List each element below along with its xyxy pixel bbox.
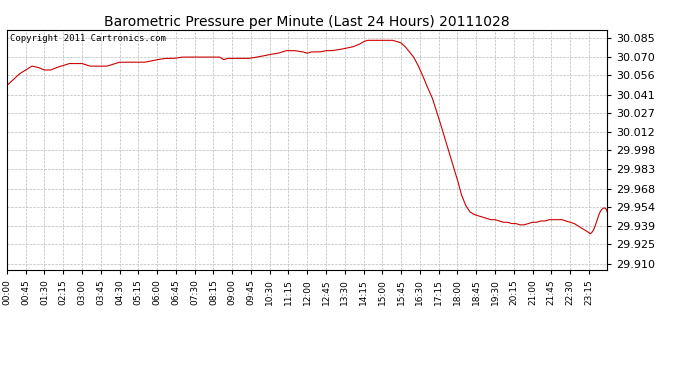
Title: Barometric Pressure per Minute (Last 24 Hours) 20111028: Barometric Pressure per Minute (Last 24 … — [104, 15, 510, 29]
Text: Copyright 2011 Cartronics.com: Copyright 2011 Cartronics.com — [10, 34, 166, 43]
